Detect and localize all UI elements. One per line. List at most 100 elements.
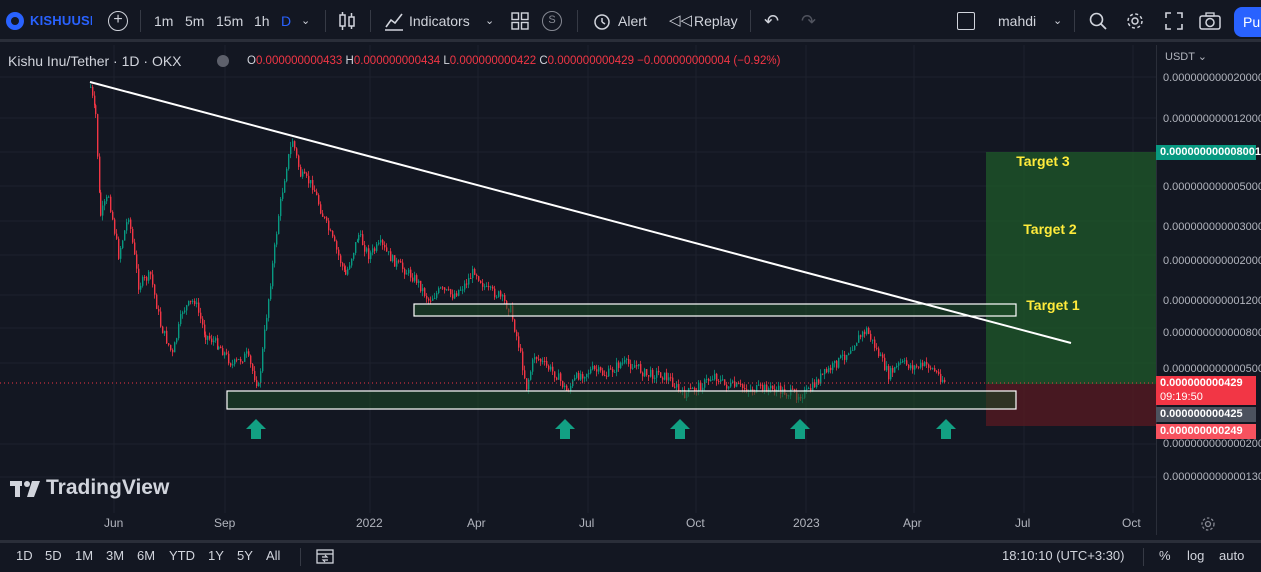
undo-icon[interactable]: ↶ bbox=[764, 11, 780, 31]
fullscreen-icon[interactable] bbox=[1164, 11, 1184, 31]
candle-body bbox=[154, 284, 156, 295]
symbol-search[interactable]: KISHUUSDT bbox=[30, 13, 92, 28]
candle-body bbox=[478, 276, 480, 281]
candle-body bbox=[520, 347, 522, 352]
candle-type-icon[interactable] bbox=[338, 11, 356, 31]
candle-body bbox=[918, 366, 920, 368]
user-layout-name[interactable]: mahdi bbox=[998, 13, 1037, 29]
interval-1h[interactable]: 1h bbox=[254, 13, 270, 29]
candle-body bbox=[656, 370, 658, 378]
candle-body bbox=[866, 328, 868, 335]
clock-timezone[interactable]: 18:10:10 (UTC+3:30) bbox=[1002, 548, 1125, 563]
candle-body bbox=[306, 173, 308, 176]
auto-scale-toggle[interactable]: auto bbox=[1219, 548, 1245, 563]
candle-body bbox=[768, 388, 770, 393]
candle-body bbox=[906, 360, 908, 365]
candle-body bbox=[860, 335, 862, 337]
range-5d[interactable]: 5D bbox=[45, 548, 62, 563]
candle-body bbox=[244, 353, 246, 362]
indicators-button[interactable]: Indicators bbox=[409, 13, 470, 29]
target-3-label[interactable]: Target 3 bbox=[1016, 153, 1070, 169]
indicators-dropdown-icon[interactable]: ⌄ bbox=[485, 15, 495, 27]
candle-body bbox=[892, 368, 894, 373]
support-bounce-arrow[interactable] bbox=[670, 419, 690, 439]
candle-body bbox=[468, 277, 470, 285]
downtrend-line[interactable] bbox=[89, 81, 1072, 344]
candle-body bbox=[592, 366, 594, 370]
alert-button[interactable]: Alert bbox=[618, 13, 647, 29]
candle-body bbox=[670, 377, 672, 379]
price-axis[interactable] bbox=[1156, 45, 1261, 535]
candle-body bbox=[140, 285, 142, 290]
target-2-label[interactable]: Target 2 bbox=[1023, 221, 1077, 237]
camera-snapshot-icon[interactable] bbox=[1199, 11, 1221, 31]
candle-body bbox=[852, 349, 854, 351]
candle-body bbox=[724, 379, 726, 385]
tradingview-watermark: TradingView bbox=[46, 476, 170, 499]
time-axis[interactable] bbox=[0, 510, 1156, 536]
candle-body bbox=[582, 374, 584, 379]
user-layout-dropdown-icon[interactable]: ⌄ bbox=[1053, 15, 1063, 27]
range-all[interactable]: All bbox=[266, 548, 281, 563]
candle-body bbox=[898, 362, 900, 366]
support-bounce-arrow[interactable] bbox=[936, 419, 956, 439]
target-1-zone[interactable] bbox=[413, 303, 1017, 317]
candle-body bbox=[172, 349, 174, 353]
search-icon[interactable] bbox=[1088, 11, 1108, 31]
candle-body bbox=[850, 350, 852, 354]
chart-legend-title[interactable]: Kishu Inu/Tether · 1D · OKX bbox=[8, 53, 182, 69]
candle-body bbox=[734, 381, 736, 387]
percent-scale-toggle[interactable]: % bbox=[1159, 548, 1171, 563]
support-bounce-arrow[interactable] bbox=[246, 419, 266, 439]
settings-gear-icon[interactable] bbox=[1125, 11, 1145, 31]
target-1-label[interactable]: Target 1 bbox=[1026, 297, 1080, 313]
candle-body bbox=[184, 310, 186, 313]
date-range-icon[interactable] bbox=[316, 548, 334, 564]
candle-body bbox=[248, 351, 250, 356]
candle-body bbox=[328, 220, 330, 231]
candle-body bbox=[142, 276, 144, 286]
compare-add-icon[interactable]: + bbox=[108, 11, 128, 31]
support-bounce-arrow[interactable] bbox=[790, 419, 810, 439]
top-toolbar: KISHUUSDT + 1m 5m 15m 1h D ⌄ Indicators … bbox=[0, 0, 1261, 42]
price-chart[interactable]: Target 3 Target 2 Target 1 bbox=[0, 45, 1156, 535]
range-1y[interactable]: 1Y bbox=[208, 548, 224, 563]
candle-body bbox=[102, 205, 104, 216]
redo-icon[interactable]: ↷ bbox=[801, 11, 817, 31]
price-label: 0.000000000020000 bbox=[1163, 72, 1261, 84]
support-zone[interactable] bbox=[226, 390, 1017, 410]
interval-1m[interactable]: 1m bbox=[154, 13, 174, 29]
layouts-grid-icon[interactable] bbox=[511, 12, 529, 30]
layout-icon[interactable] bbox=[957, 12, 975, 30]
log-scale-toggle[interactable]: log bbox=[1187, 548, 1205, 563]
candle-body bbox=[678, 383, 680, 391]
candle-body bbox=[450, 289, 452, 295]
candle-body bbox=[660, 372, 662, 378]
range-1d[interactable]: 1D bbox=[16, 548, 33, 563]
candle-body bbox=[304, 171, 306, 174]
range-6m[interactable]: 6M bbox=[137, 548, 156, 563]
currency-selector[interactable]: USDT ⌄ bbox=[1165, 51, 1208, 63]
range-3m[interactable]: 3M bbox=[106, 548, 125, 563]
candle-body bbox=[884, 357, 886, 371]
interval-dropdown-icon[interactable]: ⌄ bbox=[301, 15, 311, 27]
candle-body bbox=[204, 324, 206, 335]
candle-body bbox=[716, 373, 718, 382]
interval-5m[interactable]: 5m bbox=[185, 13, 205, 29]
strategy-icon[interactable]: S bbox=[542, 11, 562, 31]
candle-body bbox=[822, 373, 824, 375]
range-1m[interactable]: 1M bbox=[75, 548, 94, 563]
range-5y[interactable]: 5Y bbox=[237, 548, 253, 563]
interval-1d[interactable]: D bbox=[281, 13, 292, 29]
candle-body bbox=[498, 291, 500, 297]
candle-body bbox=[284, 181, 286, 193]
visibility-eye-icon[interactable] bbox=[217, 55, 229, 67]
support-bounce-arrow[interactable] bbox=[555, 419, 575, 439]
replay-button[interactable]: Replay bbox=[694, 13, 738, 29]
candle-body bbox=[858, 335, 860, 343]
publish-button[interactable]: Pu bbox=[1234, 7, 1261, 37]
range-ytd[interactable]: YTD bbox=[169, 548, 195, 563]
chart-settings-gear-icon[interactable] bbox=[1200, 516, 1216, 532]
candle-body bbox=[652, 369, 654, 379]
interval-15m[interactable]: 15m bbox=[216, 13, 244, 29]
